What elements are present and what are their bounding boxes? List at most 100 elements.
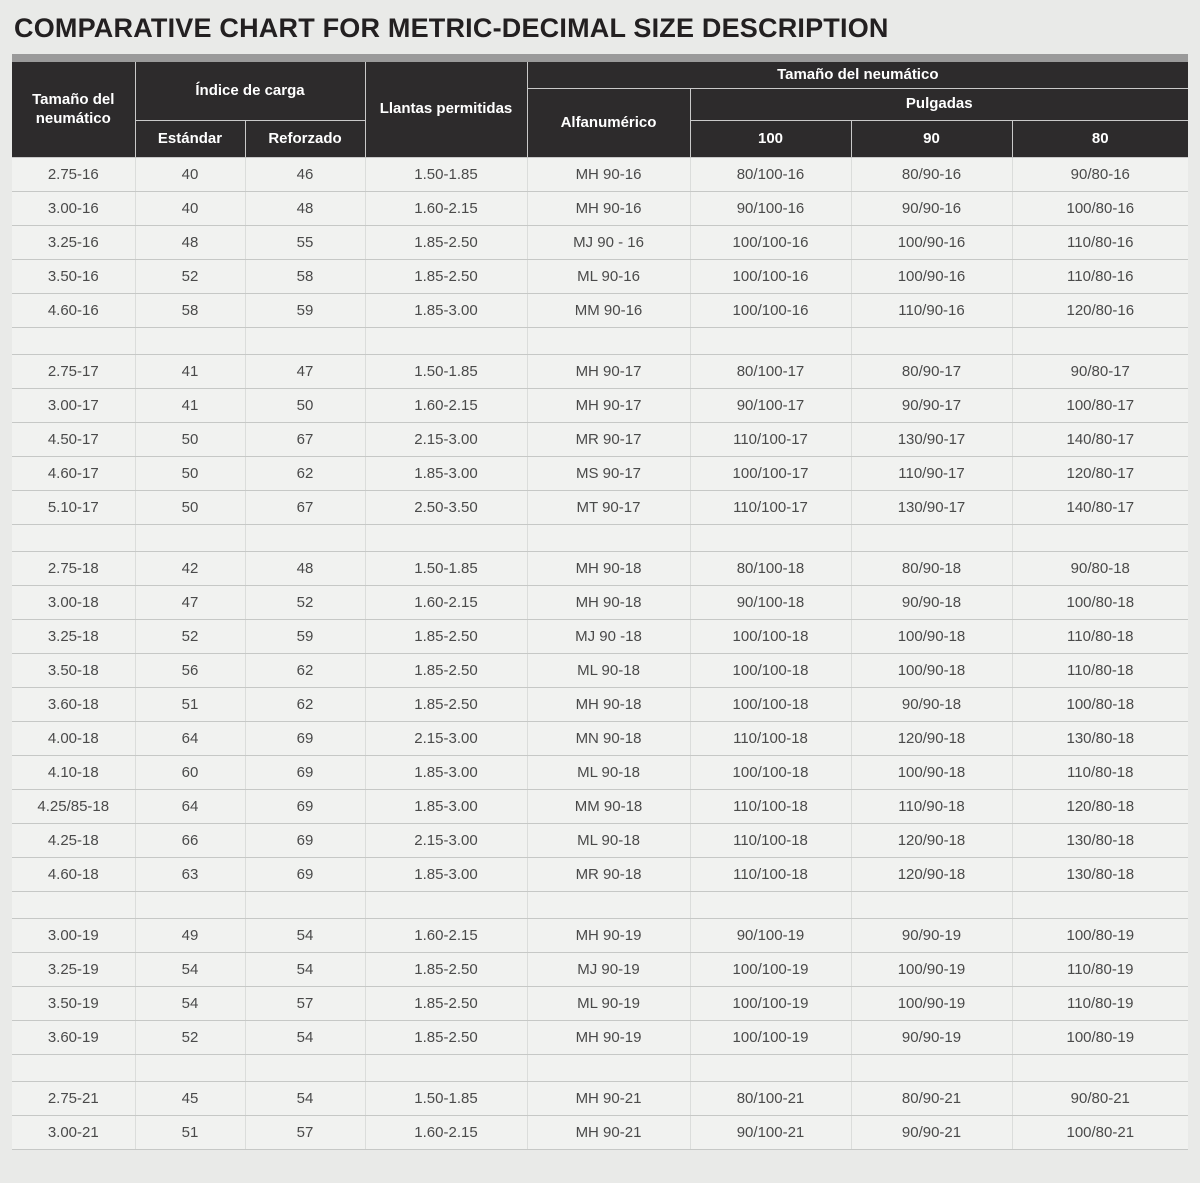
cell: MM 90-18 [526,788,691,824]
cell: 90/100-16 [689,190,852,226]
cell: 1.50-1.85 [364,353,528,389]
spacer-cell [12,1053,136,1082]
table-row: 4.10-18 60 69 1.85-3.00 ML 90-18 100/100-18 10… [12,754,1189,790]
spacer-cell [689,890,852,919]
table-header: Tamaño del neumático Índice de carga Lla… [12,62,1189,158]
spacer-cell [244,890,366,919]
cell: 49 [134,917,246,953]
cell: 1.85-2.50 [364,224,528,260]
table-row: 3.00-17 41 50 1.60-2.15 MH 90-17 90/100-17 90/… [12,387,1189,423]
cell: 110/100-17 [689,489,852,525]
cell: 90/80-16 [1011,156,1189,192]
cell: 57 [244,1114,366,1150]
cell: 120/80-17 [1011,455,1189,491]
spacer-cell [850,1053,1013,1082]
cell: 41 [134,387,246,423]
header-row-1: Tamaño del neumático Índice de carga Lla… [12,62,1189,158]
cell: 3.50-16 [12,258,136,294]
cell: 45 [134,1080,246,1116]
cell: MH 90-21 [526,1114,691,1150]
spacer-cell [850,890,1013,919]
cell: 41 [134,353,246,389]
cell: MH 90-16 [526,156,691,192]
cell: 59 [244,292,366,328]
cell: 100/90-16 [850,224,1013,260]
cell: 48 [244,550,366,586]
cell: MH 90-18 [526,550,691,586]
cell: 1.85-2.50 [364,618,528,654]
spacer-row [12,326,1189,355]
cell: 100/90-18 [850,652,1013,688]
cell: 1.60-2.15 [364,1114,528,1150]
cell: 4.50-17 [12,421,136,457]
table-row: 3.00-21 51 57 1.60-2.15 MH 90-21 90/100-21 90/… [12,1114,1189,1150]
cell: 140/80-17 [1011,421,1189,457]
cell: MJ 90-19 [526,951,691,987]
cell: 100/100-16 [689,224,852,260]
cell: 130/80-18 [1011,822,1189,858]
header-reinforced: Reforzado [244,119,366,158]
cell: 100/80-18 [1011,584,1189,620]
cell: 1.85-2.50 [364,686,528,722]
spacer-cell [1011,523,1189,552]
cell: 47 [134,584,246,620]
cell: 55 [244,224,366,260]
cell: 69 [244,788,366,824]
cell: 4.60-16 [12,292,136,328]
cell: 1.60-2.15 [364,387,528,423]
cell: 1.85-3.00 [364,754,528,790]
cell: MH 90-17 [526,353,691,389]
spacer-cell [134,523,246,552]
table-row: 2.75-17 41 47 1.50-1.85 MH 90-17 80/100-17 80/… [12,353,1189,389]
spacer-cell [689,1053,852,1082]
cell: 1.85-3.00 [364,455,528,491]
header-rims-allowed: Llantas permitidas [364,62,528,158]
spacer-cell [1011,890,1189,919]
cell: 1.50-1.85 [364,550,528,586]
cell: 90/80-18 [1011,550,1189,586]
cell: 120/90-18 [850,856,1013,892]
table-row: 4.60-16 58 59 1.85-3.00 MM 90-16 100/100-16 11… [12,292,1189,328]
table-row: 3.60-19 52 54 1.85-2.50 MH 90-19 100/100-19 90… [12,1019,1189,1055]
table-row: 3.00-18 47 52 1.60-2.15 MH 90-18 90/100-18 90/… [12,584,1189,620]
cell: 50 [134,421,246,457]
cell: MJ 90 - 16 [526,224,691,260]
cell: 80/90-18 [850,550,1013,586]
cell: 120/90-18 [850,822,1013,858]
spacer-row [12,890,1189,919]
cell: 3.60-19 [12,1019,136,1055]
table-row: 3.50-16 52 58 1.85-2.50 ML 90-16 100/100-16 10… [12,258,1189,294]
cell: 47 [244,353,366,389]
cell: 3.00-16 [12,190,136,226]
header-standard: Estándar [135,119,246,158]
cell: 90/100-21 [689,1114,852,1150]
cell: 100/80-19 [1011,1019,1189,1055]
cell: 54 [134,951,246,987]
cell: 110/100-18 [689,822,852,858]
cell: 58 [134,292,246,328]
cell: 110/80-16 [1011,224,1189,260]
table-row: 3.00-16 40 48 1.60-2.15 MH 90-16 90/100-16 90/… [12,190,1189,226]
cell: 100/100-18 [689,618,852,654]
spacer-cell [1011,326,1189,355]
cell: 50 [244,387,366,423]
cell: 100/80-18 [1011,686,1189,722]
cell: MH 90-21 [526,1080,691,1116]
cell: MR 90-17 [526,421,691,457]
cell: 1.60-2.15 [364,917,528,953]
cell: 110/90-16 [850,292,1013,328]
spacer-cell [526,523,691,552]
cell: 100/100-19 [689,1019,852,1055]
table-row: 3.50-18 56 62 1.85-2.50 ML 90-18 100/100-18 10… [12,652,1189,688]
cell: 52 [244,584,366,620]
cell: 110/80-18 [1011,754,1189,790]
cell: 110/80-19 [1011,951,1189,987]
spacer-cell [134,890,246,919]
cell: MS 90-17 [526,455,691,491]
cell: 90/80-17 [1011,353,1189,389]
spacer-cell [689,523,852,552]
cell: 52 [134,618,246,654]
cell: 110/100-18 [689,720,852,756]
cell: 62 [244,652,366,688]
cell: 140/80-17 [1011,489,1189,525]
